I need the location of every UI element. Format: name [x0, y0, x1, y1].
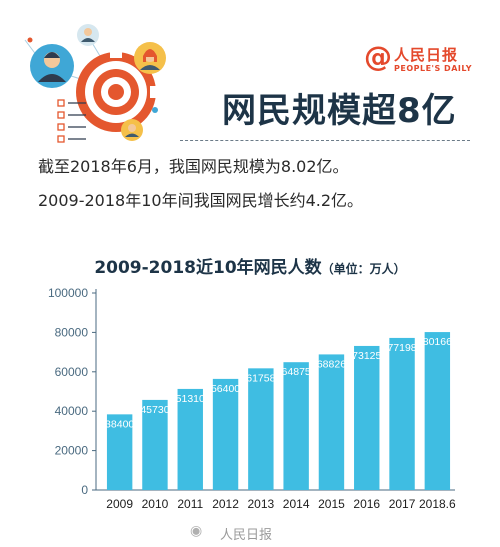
x-tick-label: 2011	[177, 497, 203, 511]
y-tick-label: 60000	[55, 365, 89, 379]
x-tick-label: 2018.6	[419, 497, 456, 511]
bar-value-label: 64875	[282, 366, 311, 378]
avatar-man-icon	[30, 44, 74, 88]
bar	[354, 345, 380, 490]
weibo-icon: ◉	[190, 523, 203, 539]
bar-value-label: 80166	[423, 336, 452, 348]
bar	[283, 362, 309, 490]
at-icon: @	[364, 40, 392, 73]
dot-icon	[152, 107, 158, 113]
bar	[248, 368, 274, 490]
bar-value-label: 73125	[352, 350, 381, 362]
hero-illustration	[24, 24, 166, 143]
x-tick-label: 2009	[106, 497, 133, 511]
bar-value-label: 45730	[140, 404, 169, 416]
bar	[142, 399, 168, 490]
bar	[389, 337, 415, 490]
bar-value-label: 56400	[211, 383, 240, 395]
intro-line-2: 2009-2018年10年间我国网民增长约4.2亿。	[38, 191, 364, 210]
intro-line-1: 截至2018年6月，我国网民规模为8.02亿。	[38, 157, 349, 176]
x-tick-label: 2013	[247, 497, 274, 511]
footer-text: 人民日报	[220, 528, 273, 543]
y-tick-label: 20000	[55, 444, 89, 458]
bar-value-label: 77198	[387, 342, 416, 354]
y-tick-label: 40000	[55, 404, 89, 418]
x-tick-label: 2015	[318, 497, 345, 511]
bar-value-label: 61758	[246, 372, 275, 384]
chart-title-text: 2009-2018近10年网民人数	[94, 258, 322, 278]
brand-logo: @ 人民日报 PEOPLE'S DAILY	[364, 42, 496, 76]
chart-title: 2009-2018近10年网民人数（单位：万人）	[0, 253, 500, 278]
bar	[318, 354, 345, 490]
chart-unit: （单位：万人）	[321, 262, 406, 276]
avatar-woman-icon	[134, 42, 166, 74]
x-tick-label: 2012	[212, 497, 239, 511]
x-tick-label: 2010	[142, 497, 169, 511]
footer-watermark: ◉ 人民日报	[190, 522, 310, 543]
x-tick-label: 2017	[389, 497, 416, 511]
x-tick-label: 2016	[353, 497, 380, 511]
bar	[177, 388, 203, 490]
bar-value-label: 51310	[176, 393, 205, 405]
bar	[424, 332, 451, 490]
y-tick-label: 0	[81, 483, 88, 497]
bar-value-label: 68826	[317, 358, 346, 370]
y-tick-label: 100000	[48, 286, 88, 300]
brand-name-en: PEOPLE'S DAILY	[394, 64, 473, 73]
checklist-icon	[57, 99, 86, 143]
avatar-boy-icon	[121, 119, 143, 141]
x-tick-label: 2014	[283, 497, 310, 511]
bar-chart: 0 20000 40000 60000 80000 100000 38400 2009 4573…	[48, 286, 456, 511]
dot-icon	[27, 37, 33, 43]
bar	[106, 414, 133, 490]
target-icon	[76, 50, 158, 132]
bar-value-label: 38400	[105, 418, 134, 430]
avatar-small-icon	[77, 24, 99, 46]
headline: 网民规模超8亿	[222, 91, 457, 131]
brand-name: 人民日报	[394, 46, 459, 64]
bar	[212, 378, 239, 490]
y-tick-label: 80000	[55, 325, 89, 339]
divider	[180, 140, 470, 141]
